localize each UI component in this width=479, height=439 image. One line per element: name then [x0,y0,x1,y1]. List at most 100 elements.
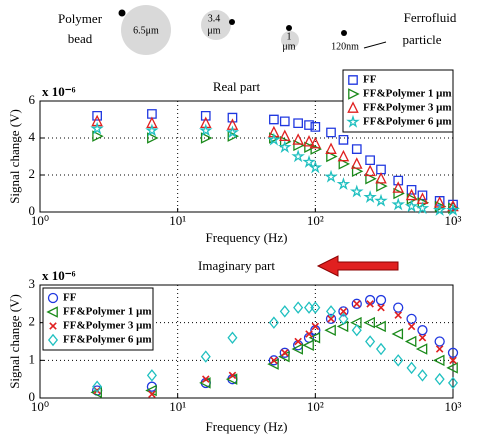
marker [293,301,304,314]
marker [325,305,337,318]
marker [394,311,402,319]
y-tick-label: 6 [29,92,36,107]
particle-dot [341,30,347,36]
marker [325,313,337,325]
marker [449,356,457,365]
marker [446,362,458,374]
marker [281,349,289,357]
marker [433,354,445,367]
marker [447,199,459,212]
plot-frame [39,100,454,213]
y-tick-label: 2 [29,166,36,181]
legend-marker [348,88,360,100]
marker [351,165,364,178]
x-tick-label: 10⁰ [31,213,49,228]
bead-circle [121,5,171,55]
marker [446,203,460,216]
legend-box [342,69,454,133]
marker [228,371,237,380]
marker [391,197,406,211]
marker [338,312,349,326]
marker [365,172,377,185]
arrow [316,255,399,277]
marker [351,144,362,154]
x-axis-label: Frequency (Hz) [206,230,288,245]
y-tick-label: 2 [29,314,36,329]
marker [406,184,417,195]
marker [338,306,349,317]
marker [200,110,211,121]
marker [349,184,364,198]
particle-size: 120nm [331,41,359,52]
marker [393,354,404,367]
marker [146,369,157,382]
marker [374,193,388,207]
marker [391,328,404,340]
marker [227,331,238,344]
marker [202,375,210,383]
marker [200,350,211,363]
marker [364,164,376,177]
y-multiplier: x 10⁻⁶ [42,84,76,99]
marker [145,123,159,137]
legend-marker [47,292,59,304]
marker [310,143,322,155]
pointer-line [363,41,387,49]
marker [308,331,321,344]
marker [336,177,351,191]
x-tick-label: 10³ [445,399,462,414]
x-tick-label: 10³ [445,213,462,228]
marker [351,157,363,169]
marker [404,335,417,348]
marker [90,121,104,135]
marker [227,130,240,142]
chart-title: Real part [213,79,261,94]
y-tick-label: 3 [29,276,36,291]
marker [392,181,404,193]
marker [326,150,338,163]
legend-label: FF&Polymer 3 μm [363,102,452,114]
particle-dot [118,9,126,17]
marker [291,343,303,355]
marker [435,345,444,353]
marker [324,169,338,183]
polymer-label: Polymer [58,11,103,26]
marker [375,342,387,356]
marker [393,302,404,313]
marker [279,116,290,127]
marker [267,132,281,146]
marker [147,132,159,144]
marker [417,325,428,336]
marker [304,141,316,154]
marker [293,118,303,129]
marker [434,372,445,386]
marker [303,135,315,147]
x-tick-label: 10¹ [169,213,186,228]
legend-marker [346,114,360,128]
marker [92,110,102,121]
marker [302,154,316,168]
marker [326,127,336,138]
marker [376,180,388,192]
legend-marker [46,306,58,318]
marker [366,300,374,308]
marker [268,316,279,329]
legend-label: FF [63,292,77,304]
marker [393,187,405,200]
y-multiplier: x 10⁻⁶ [42,268,76,283]
marker [92,380,103,393]
legend-marker [348,75,358,85]
marker [302,339,314,352]
marker [415,343,428,355]
marker [310,122,321,132]
marker [375,172,387,184]
y-tick-label: 0 [29,389,36,404]
marker [417,369,428,382]
marker [393,175,404,186]
bead-circle [201,10,231,40]
plot-frame [39,284,454,399]
marker [374,320,386,333]
marker [417,190,428,201]
legend-label: FF&Polymer 6 μm [63,334,152,346]
